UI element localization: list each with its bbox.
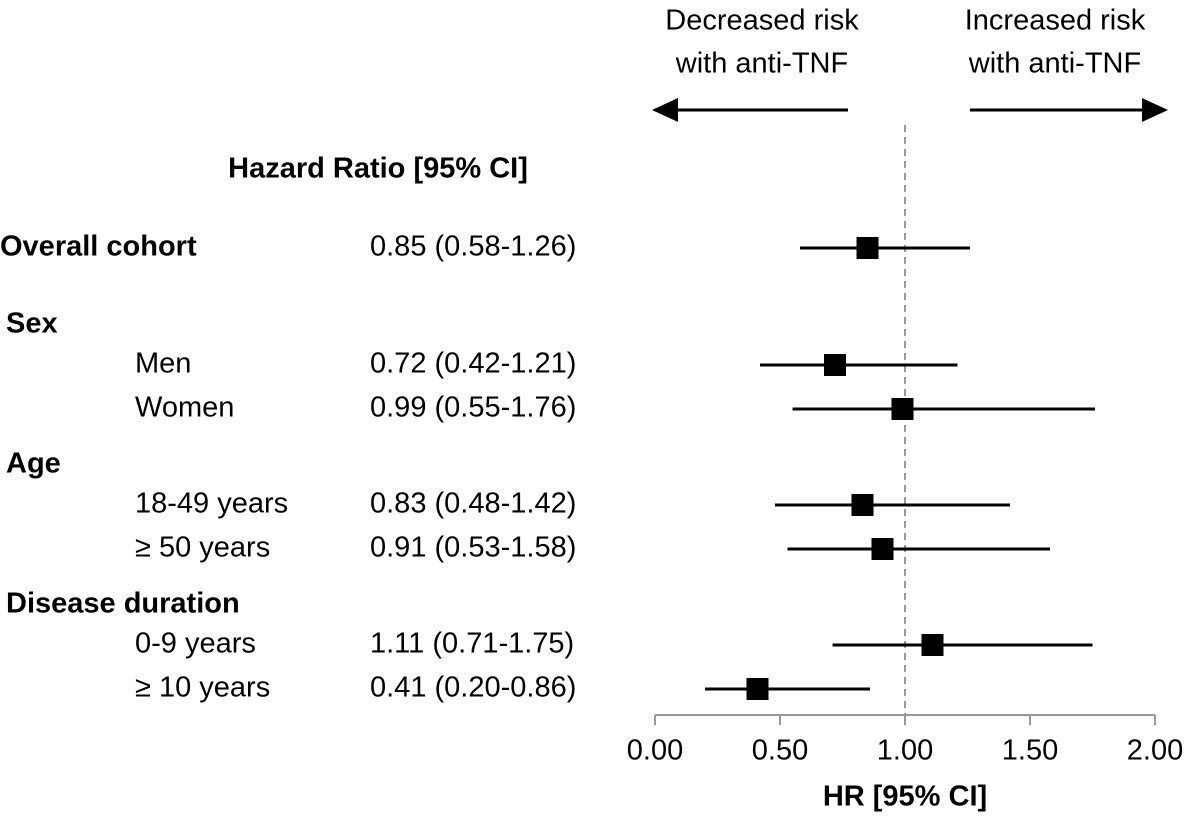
x-tick-label: 0.00 <box>627 735 683 767</box>
x-tick-label: 0.50 <box>752 735 808 767</box>
point-marker <box>921 634 944 656</box>
point-marker <box>824 354 846 376</box>
row-label: ≥ 50 years <box>135 532 270 564</box>
group-label: Disease duration <box>6 588 240 620</box>
row-label: Women <box>135 392 234 424</box>
value-label: 0.83 (0.48-1.42) <box>370 488 576 520</box>
group-label: Sex <box>6 308 58 340</box>
annotation: Decreased risk <box>665 5 859 37</box>
row-label: Men <box>135 348 191 380</box>
point-marker <box>891 398 914 420</box>
row-label: 18-49 years <box>135 488 288 520</box>
group-label: Overall cohort <box>0 231 197 263</box>
point-marker <box>856 237 879 259</box>
row-label: 0-9 years <box>135 628 256 660</box>
annotation: with anti-TNF <box>968 48 1141 80</box>
value-label: 0.72 (0.42-1.21) <box>370 348 576 380</box>
x-axis-label: HR [95% CI] <box>823 781 987 813</box>
value-label: 0.99 (0.55-1.76) <box>370 392 576 424</box>
arrow-left-head <box>652 98 678 122</box>
group-label: Age <box>6 448 61 480</box>
value-label: 0.91 (0.53-1.58) <box>370 532 576 564</box>
value-label: 0.41 (0.20-0.86) <box>370 672 576 704</box>
row-label: ≥ 10 years <box>135 672 270 704</box>
point-marker <box>871 538 894 560</box>
annotation: with anti-TNF <box>675 48 848 80</box>
column-title: Hazard Ratio [95% CI] <box>228 153 528 185</box>
x-tick-label: 2.00 <box>1127 735 1183 767</box>
x-tick-label: 1.50 <box>1002 735 1058 767</box>
value-label: 0.85 (0.58-1.26) <box>370 231 576 263</box>
point-marker <box>746 678 769 700</box>
annotation: Increased risk <box>965 5 1146 37</box>
x-tick-label: 1.00 <box>877 735 933 767</box>
value-label: 1.11 (0.71-1.75) <box>370 628 574 660</box>
point-marker <box>851 494 874 516</box>
arrow-right-head <box>1142 98 1168 122</box>
